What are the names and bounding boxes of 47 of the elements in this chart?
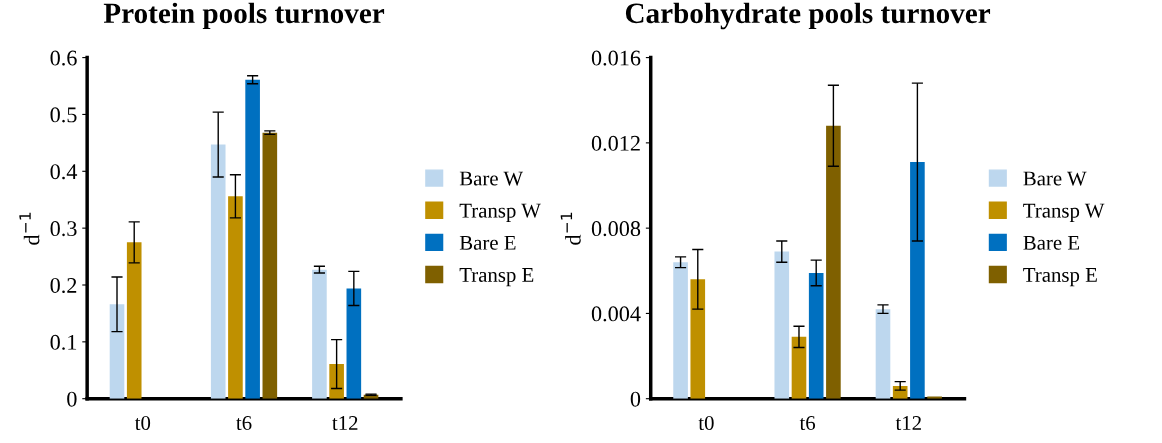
bar [346, 288, 362, 399]
x-tick-label: t12 [895, 416, 921, 431]
bar [329, 364, 344, 399]
bar [245, 79, 260, 399]
bar [312, 269, 327, 399]
bar [808, 272, 824, 399]
bar [210, 144, 226, 399]
bar [690, 279, 706, 399]
legend-label: Transp W [459, 203, 541, 222]
bar [262, 132, 278, 399]
x-tick-label: t12 [332, 416, 358, 431]
chart-title: Carbohydrate pools turnover [625, 2, 991, 30]
legend-label: Transp E [1023, 268, 1097, 287]
chart-title: Protein pools turnover [103, 2, 385, 30]
x-tick-label: t0 [698, 415, 714, 431]
y-axis-title: d$^{−1}$ [19, 212, 40, 245]
y-tick-label: 0.004 [591, 306, 641, 322]
x-tick-label: t6 [236, 416, 252, 431]
bar [826, 125, 841, 399]
legend-label: Bare W [1023, 171, 1087, 186]
y-axis-title: d$^{−1}$ [560, 212, 581, 245]
x-tick-label: t6 [799, 416, 816, 431]
x-tick-label: t0 [134, 415, 151, 431]
y-tick-label: 0 [630, 391, 641, 407]
y-tick-label: 0.008 [591, 221, 641, 237]
y-tick-label: 0.4 [50, 164, 78, 180]
bar [228, 196, 243, 399]
bar [774, 251, 790, 399]
bar [910, 162, 925, 399]
y-tick-label: 0.3 [50, 221, 77, 237]
legend-label: Bare E [1023, 235, 1080, 250]
y-tick-label: 0.2 [50, 277, 77, 294]
y-tick-label: 0.6 [50, 50, 77, 66]
bar [673, 262, 688, 399]
legend-label: Bare W [459, 171, 524, 186]
y-tick-label: 0.5 [50, 107, 77, 123]
bar [875, 309, 891, 399]
y-tick-label: 0.016 [591, 50, 641, 66]
legend-label: Transp E [459, 268, 534, 287]
bar [109, 304, 125, 399]
bar [791, 336, 807, 399]
y-tick-label: 0.012 [591, 135, 640, 151]
legend-label: Transp W [1023, 203, 1105, 222]
legend-label: Bare E [459, 235, 516, 250]
y-tick-label: 0 [67, 391, 77, 407]
bar [126, 242, 142, 399]
y-tick-label: 0.1 [50, 334, 77, 350]
